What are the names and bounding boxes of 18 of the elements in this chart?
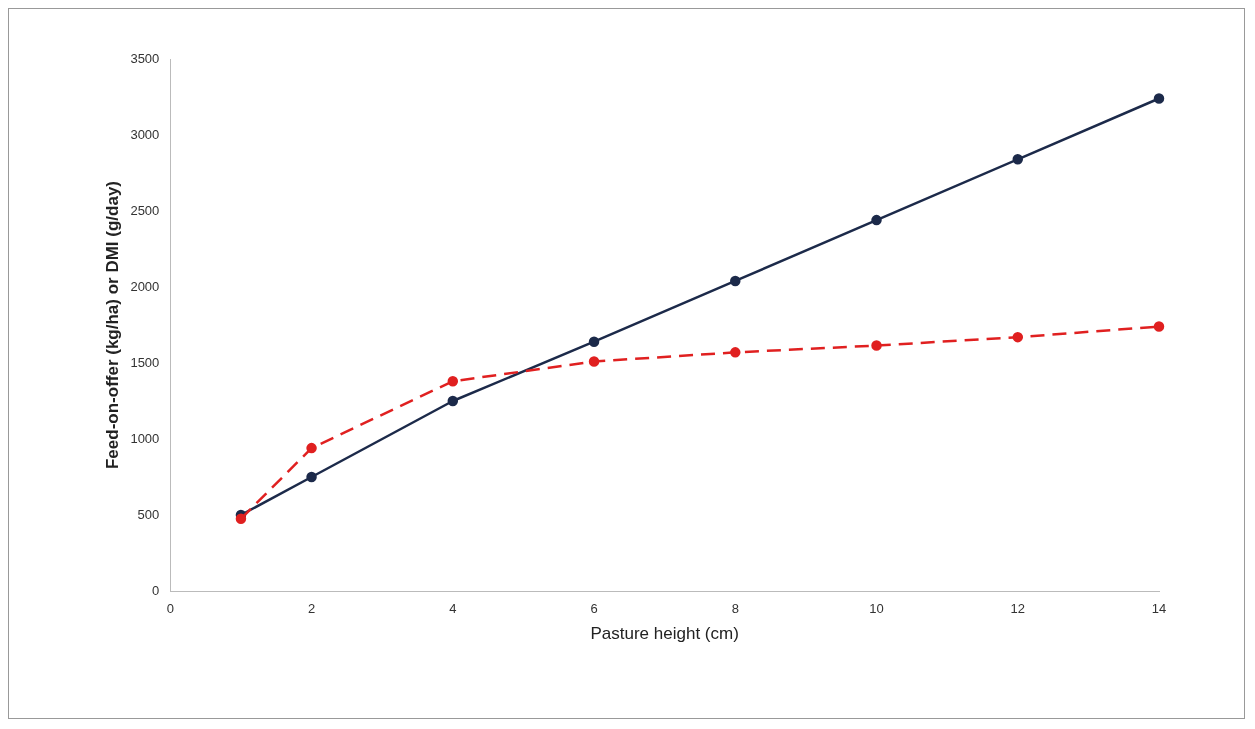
x-tick-label: 12	[1010, 601, 1025, 617]
x-tick-label: 2	[307, 601, 316, 617]
x-tick-label: 10	[869, 601, 884, 617]
x-axis-title: Pasture height (cm)	[590, 624, 739, 644]
y-axis-title: Feed-on-offer (kg/ha) or DMI (g/day)	[102, 180, 122, 470]
y-tick-label: 3000	[130, 126, 160, 142]
x-tick-label: 8	[731, 601, 739, 617]
x-tick-label: 4	[449, 601, 457, 617]
y-tick-label: 2500	[130, 202, 160, 218]
x-tick-label: 0	[166, 601, 174, 617]
y-tick-label: 500	[137, 506, 160, 522]
y-tick-label: 1500	[130, 354, 160, 370]
x-tick-label: 14	[1151, 601, 1167, 617]
x-tick-label: 6	[590, 601, 598, 617]
y-tick-label: 0	[152, 582, 160, 598]
y-tick-label: 3500	[130, 50, 160, 66]
y-tick-label: 1000	[130, 430, 160, 446]
y-tick-label: 2000	[130, 278, 160, 294]
